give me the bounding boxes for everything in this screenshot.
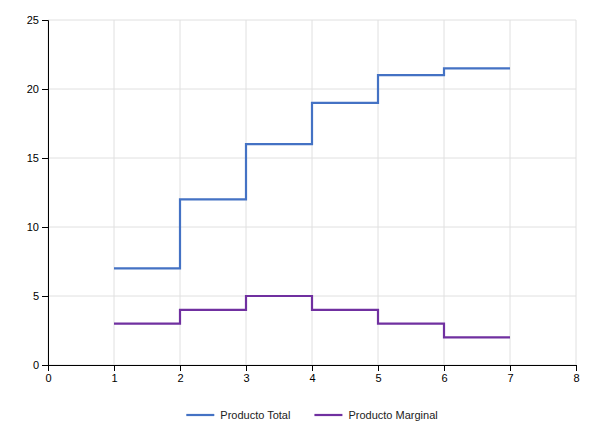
tick: 0 bbox=[33, 359, 48, 371]
tick: 6 bbox=[441, 365, 447, 384]
grid-line-x bbox=[576, 20, 577, 365]
grid-line-y bbox=[48, 89, 576, 90]
tick-mark bbox=[246, 365, 247, 371]
grid-line-x bbox=[114, 20, 115, 365]
legend-item: Producto Total bbox=[186, 409, 290, 421]
tick-mark bbox=[42, 20, 48, 21]
axis-line bbox=[49, 366, 577, 372]
tick-mark bbox=[576, 365, 577, 371]
grid-line-x bbox=[510, 20, 511, 365]
tick-label: 8 bbox=[573, 372, 579, 384]
tick: 0 bbox=[45, 365, 51, 384]
tick: 5 bbox=[33, 290, 48, 302]
tick: 1 bbox=[111, 365, 117, 384]
tick: 25 bbox=[27, 14, 48, 26]
tick-mark bbox=[444, 365, 445, 371]
grid bbox=[48, 20, 576, 365]
tick: 2 bbox=[177, 365, 183, 384]
plot-area bbox=[114, 68, 510, 337]
tick-label: 6 bbox=[441, 372, 447, 384]
tick-mark bbox=[42, 89, 48, 90]
tick-mark bbox=[42, 158, 48, 159]
tick-label: 25 bbox=[27, 14, 39, 26]
grid-line-y bbox=[48, 20, 576, 21]
chart-container: 0123456780510152025Producto TotalProduct… bbox=[0, 0, 600, 445]
grid-line-y bbox=[48, 227, 576, 228]
tick-mark bbox=[510, 365, 511, 371]
series-line bbox=[114, 296, 510, 337]
tick-label: 0 bbox=[33, 359, 39, 371]
tick-label: 1 bbox=[111, 372, 117, 384]
tick-mark bbox=[312, 365, 313, 371]
y-axis: 0 5 10 15 20 25 bbox=[27, 14, 49, 371]
series-line bbox=[114, 68, 510, 268]
tick-label: 2 bbox=[177, 372, 183, 384]
tick-label: 15 bbox=[27, 152, 39, 164]
tick: 7 bbox=[507, 365, 513, 384]
tick-label: 0 bbox=[45, 372, 51, 384]
axis-line bbox=[42, 21, 49, 366]
legend-item: Producto Marginal bbox=[314, 409, 437, 421]
legend-label: Producto Marginal bbox=[348, 409, 437, 421]
tick: 15 bbox=[27, 152, 48, 164]
tick-mark bbox=[378, 365, 379, 371]
tick: 5 bbox=[375, 365, 381, 384]
tick-label: 7 bbox=[507, 372, 513, 384]
chart: 0123456780510152025Producto TotalProduct… bbox=[0, 0, 600, 445]
x-axis: 0 1 2 3 4 5 6 7 8 bbox=[45, 365, 579, 384]
legend: Producto Total Producto Marginal bbox=[186, 409, 437, 421]
grid-line-y bbox=[48, 158, 576, 159]
tick: 3 bbox=[243, 365, 249, 384]
tick-label: 5 bbox=[375, 372, 381, 384]
tick-mark bbox=[114, 365, 115, 371]
tick: 8 bbox=[573, 365, 579, 384]
tick-label: 4 bbox=[309, 372, 315, 384]
tick-label: 20 bbox=[27, 83, 39, 95]
legend-swatch bbox=[186, 414, 214, 416]
tick-mark bbox=[42, 365, 48, 366]
tick-mark bbox=[42, 227, 48, 228]
tick-label: 10 bbox=[27, 221, 39, 233]
tick-label: 5 bbox=[33, 290, 39, 302]
tick: 10 bbox=[27, 221, 48, 233]
tick: 20 bbox=[27, 83, 48, 95]
tick-mark bbox=[42, 296, 48, 297]
legend-swatch bbox=[314, 414, 342, 416]
grid-line-x bbox=[312, 20, 313, 365]
tick-label: 3 bbox=[243, 372, 249, 384]
tick-mark bbox=[180, 365, 181, 371]
legend-label: Producto Total bbox=[220, 409, 290, 421]
tick: 4 bbox=[309, 365, 315, 384]
